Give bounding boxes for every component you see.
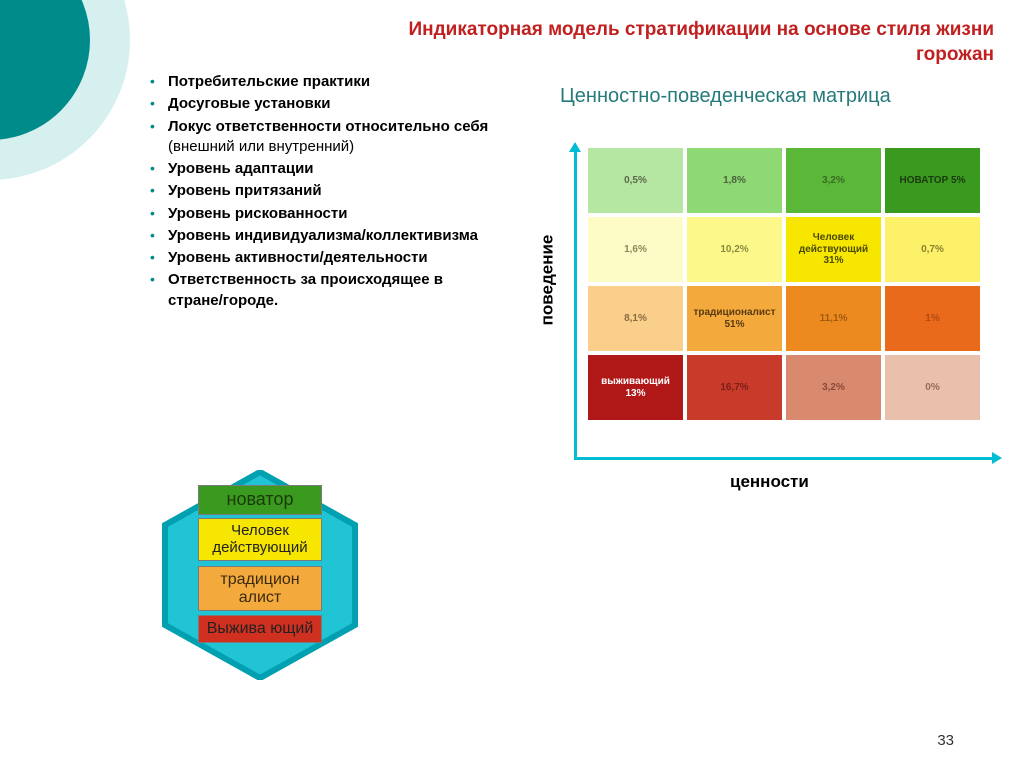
matrix-cell: 1% <box>885 286 980 351</box>
bullet-item: Уровень адаптации <box>148 159 498 179</box>
y-axis-label: поведение <box>537 235 557 326</box>
decorative-circle <box>0 0 130 180</box>
matrix-cell: 3,2% <box>786 148 881 213</box>
matrix-cell: 10,2% <box>687 217 782 282</box>
matrix-cell: 0% <box>885 355 980 420</box>
matrix-grid: 0,5%1,8%3,2%НОВАТОР 5%1,6%10,2%Человек д… <box>588 148 980 420</box>
matrix-cell: 1,6% <box>588 217 683 282</box>
matrix-cell: выживающий 13% <box>588 355 683 420</box>
bullet-item: Уровень притязаний <box>148 181 498 201</box>
bullet-item: Досуговые установки <box>148 94 498 114</box>
matrix-cell: традиционалист 51% <box>687 286 782 351</box>
matrix-cell: 0,7% <box>885 217 980 282</box>
matrix-chart: поведение ценности 0,5%1,8%3,2%НОВАТОР 5… <box>550 140 990 460</box>
x-axis-arrow <box>574 457 994 460</box>
slide-title: Индикаторная модель стратификации на осн… <box>350 18 994 67</box>
matrix-title: Ценностно-поведенческая матрица <box>560 85 891 108</box>
hex-band: Человек действующий <box>198 518 322 561</box>
matrix-cell: 0,5% <box>588 148 683 213</box>
bullet-item: Уровень рискованности <box>148 204 498 224</box>
matrix-cell: 8,1% <box>588 286 683 351</box>
bullet-item: Уровень индивидуализма/коллективизма <box>148 226 498 246</box>
bullet-item: Уровень активности/деятельности <box>148 248 498 268</box>
matrix-cell: 16,7% <box>687 355 782 420</box>
matrix-cell: Человек действующий 31% <box>786 217 881 282</box>
bullet-item: Ответственность за происходящее в стране… <box>148 270 498 311</box>
bullet-item: Локус ответственности относительно себя … <box>148 117 498 158</box>
matrix-cell: 3,2% <box>786 355 881 420</box>
matrix-cell: НОВАТОР 5% <box>885 148 980 213</box>
bullet-item: Потребительские практики <box>148 72 498 92</box>
hex-band: новатор <box>198 485 322 515</box>
matrix-cell: 1,8% <box>687 148 782 213</box>
hexagon-legend: новаторЧеловек действующий традицион алис… <box>155 470 365 690</box>
y-axis-arrow <box>574 150 577 460</box>
matrix-cell: 11,1% <box>786 286 881 351</box>
x-axis-label: ценности <box>730 472 809 492</box>
hex-band: традицион алист <box>198 566 322 611</box>
bullet-list: Потребительские практикиДосуговые устано… <box>148 72 498 313</box>
hex-band: Выжива ющий <box>198 615 322 643</box>
page-number: 33 <box>937 732 954 749</box>
